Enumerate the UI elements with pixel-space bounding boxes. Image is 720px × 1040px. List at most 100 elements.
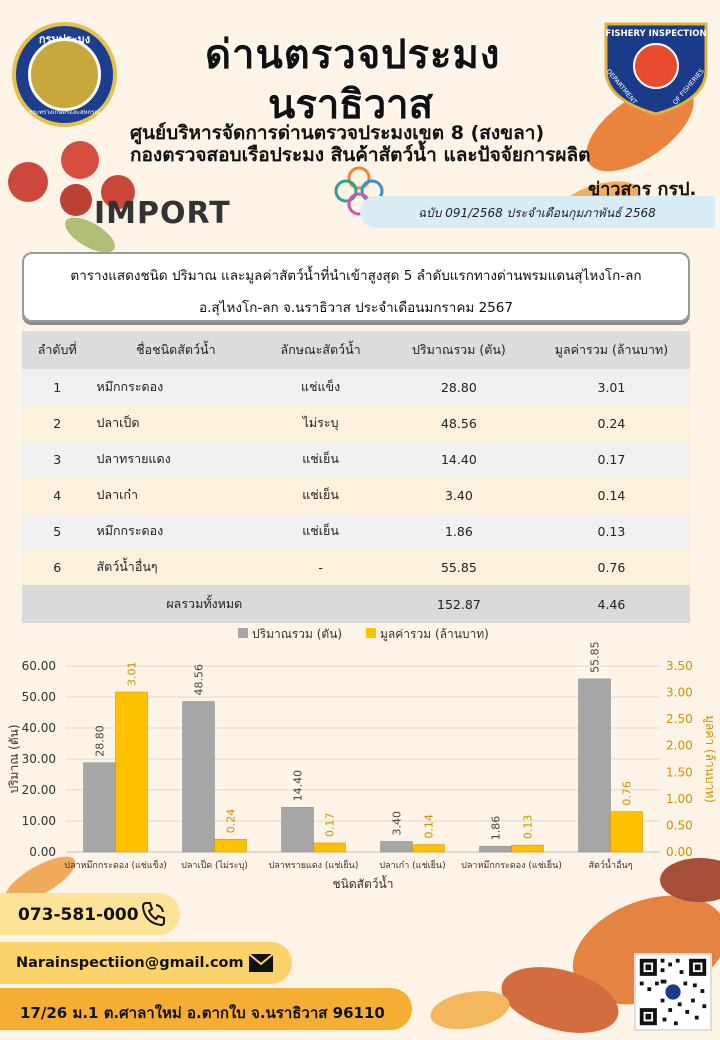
table-cell: 6 <box>22 549 93 585</box>
table-cell: 1 <box>22 369 93 405</box>
y-tick-label: 10.00 <box>22 814 56 828</box>
email-address[interactable]: Narainspectiion@gmail.com <box>16 955 244 971</box>
legend-swatch-quantity <box>238 628 248 638</box>
bar-quantity <box>182 701 215 853</box>
y2-tick-label: 3.00 <box>666 686 693 700</box>
table-cell: 48.56 <box>384 405 533 441</box>
table-cell: 28.80 <box>384 369 533 405</box>
table-cell: แช่แข็ง <box>256 369 385 405</box>
issue-label: ฉบับ 091/2568 ประจำเดือนกุมภาพันธ์ 2568 <box>418 206 656 220</box>
table-cell: ปลาเก๋า <box>92 477 257 513</box>
qr-code-icon[interactable] <box>634 953 712 1031</box>
table-total-row: ผลรวมทั้งหมด 152.87 4.46 <box>22 585 690 623</box>
table-cell: 3.40 <box>384 477 533 513</box>
table-cell: 14.40 <box>384 441 533 477</box>
phone-number[interactable]: 073-581-000 <box>18 905 139 925</box>
column-header: ปริมาณรวม (ตัน) <box>384 331 533 369</box>
bar-value <box>412 844 445 853</box>
table-cell: 1.86 <box>384 513 533 549</box>
data-label-quantity: 3.40 <box>391 811 404 836</box>
table-cell: แช่เย็น <box>256 441 385 477</box>
table-cell: 0.13 <box>532 513 690 549</box>
table-row: 4 ปลาเก๋า แช่เย็น 3.40 0.14 <box>22 477 690 513</box>
table-cell: แช่เย็น <box>256 513 385 549</box>
column-header: ลักษณะสัตว์น้ำ <box>256 331 385 369</box>
data-label-quantity: 28.80 <box>94 725 107 757</box>
y-tick-label: 20.00 <box>22 783 56 797</box>
logo-left-bottom-text: กระทรวงเกษตรและสหกรณ์ <box>28 109 101 116</box>
phone-icon <box>141 902 165 927</box>
data-label-value: 0.76 <box>621 781 634 806</box>
y-tick-label: 0.00 <box>29 845 56 859</box>
y2-axis-title: มูลค่า (ล้านบาท) <box>702 715 717 803</box>
bar-value <box>115 691 148 853</box>
data-label-quantity: 1.86 <box>490 816 503 841</box>
bar-quantity <box>380 841 413 853</box>
data-label-value: 0.13 <box>522 815 535 840</box>
table-cell: 0.17 <box>532 441 690 477</box>
x-tick-label: ปลาหมึกกระดอง (แช่เย็น) <box>461 858 562 871</box>
table-row: 5 หมึกกระดอง แช่เย็น 1.86 0.13 <box>22 513 690 549</box>
import-table: ลำดับที่ ชื่อชนิดสัตว์น้ำ ลักษณะสัตว์น้ำ… <box>22 331 690 623</box>
mail-icon <box>248 953 274 972</box>
legend-label-value: มูลค่ารวม (ล้านบาท) <box>380 627 489 642</box>
column-header: ลำดับที่ <box>22 331 93 369</box>
table-row: 6 สัตว์น้ำอื่นๆ - 55.85 0.76 <box>22 549 690 585</box>
bar-value <box>610 811 643 853</box>
table-cell: 0.24 <box>532 405 690 441</box>
table-cell: - <box>256 549 385 585</box>
bar-value <box>313 842 346 853</box>
y2-tick-label: 0.00 <box>666 845 693 859</box>
table-cell: 2 <box>22 405 93 441</box>
data-label-value: 3.01 <box>126 662 139 687</box>
table-cell: ปลาทรายแดง <box>92 441 257 477</box>
fishery-inspection-logo: FISHERY INSPECTION DEPARTMENT OF FISHERI… <box>604 22 708 116</box>
y-tick-label: 50.00 <box>22 690 56 704</box>
table-cell: ปลาเป็ด <box>92 405 257 441</box>
import-chart: 0.00 10.00 20.00 30.00 40.00 50.00 60.00 0.00 0.… <box>7 627 717 891</box>
description-box: ตารางแสดงชนิด ปริมาณ และมูลค่าสัตว์น้ำที… <box>22 252 690 322</box>
department-of-fisheries-logo: กรมประมง กระทรวงเกษตรและสหกรณ์ <box>12 22 117 127</box>
table-cell: 0.76 <box>532 549 690 585</box>
logo-emblem <box>28 38 101 111</box>
x-tick-label: ปลาหมึกกระดอง (แช่แข็ง) <box>64 858 167 871</box>
legend-label-quantity: ปริมาณรวม (ตัน) <box>252 627 342 641</box>
page-title-line2: นราธิวาส <box>268 82 434 128</box>
table-cell: 55.85 <box>384 549 533 585</box>
table-header-row: ลำดับที่ ชื่อชนิดสัตว์น้ำ ลักษณะสัตว์น้ำ… <box>22 331 690 369</box>
table-cell: 0.14 <box>532 477 690 513</box>
table-cell: สัตว์น้ำอื่นๆ <box>92 549 257 585</box>
x-axis-title: ชนิดสัตว์น้ำ <box>333 875 394 891</box>
y-tick-label: 60.00 <box>22 659 56 673</box>
address: 17/26 ม.1 ต.ศาลาใหม่ อ.ตากใบ จ.นราธิวาส … <box>20 1004 385 1022</box>
bar-quantity <box>83 762 116 853</box>
total-value: 4.46 <box>532 585 690 623</box>
bar-quantity <box>479 845 512 853</box>
subtitle-line1: ศูนย์บริหารจัดการด่านตรวจประมงเขต 8 (สงข… <box>130 122 545 144</box>
section-title: IMPORT <box>94 196 231 231</box>
page-title-line1: ด่านตรวจประมง <box>205 32 501 78</box>
news-banner <box>360 196 715 228</box>
subtitle-line2: กองตรวจสอบเรือประมง สินค้าสัตว์น้ำ และปั… <box>130 144 591 166</box>
bar-value <box>214 838 247 853</box>
address-pill <box>0 988 412 1030</box>
bar-quantity <box>281 807 314 853</box>
column-header: มูลค่ารวม (ล้านบาท) <box>532 331 690 369</box>
y2-tick-label: 1.00 <box>666 792 693 806</box>
description-line2: อ.สุไหงโก-ลก จ.นราธิวาส ประจำเดือนมกราคม… <box>199 300 513 316</box>
logo-right-top-text: FISHERY INSPECTION <box>605 29 706 39</box>
x-tick-label: ปลาเก๋า (แช่เย็น) <box>379 858 445 871</box>
table-cell: 3.01 <box>532 369 690 405</box>
column-header: ชื่อชนิดสัตว์น้ำ <box>92 331 257 369</box>
description-line1: ตารางแสดงชนิด ปริมาณ และมูลค่าสัตว์น้ำที… <box>70 268 642 284</box>
table-cell: หมึกกระดอง <box>92 369 257 405</box>
bar-value <box>511 844 544 853</box>
x-tick-label: ปลาทรายแดง (แช่เย็น) <box>269 858 359 871</box>
table-row: 3 ปลาทรายแดง แช่เย็น 14.40 0.17 <box>22 441 690 477</box>
y-axis-title: ปริมาณ (ตัน) <box>7 724 21 793</box>
bar-quantity <box>578 678 611 853</box>
table-cell: ไม่ระบุ <box>256 405 385 441</box>
news-label: ข่าวสาร กรป. <box>588 179 697 200</box>
x-tick-label: สัตว์น้ำอื่นๆ <box>589 858 633 871</box>
total-label: ผลรวมทั้งหมด <box>92 585 257 623</box>
